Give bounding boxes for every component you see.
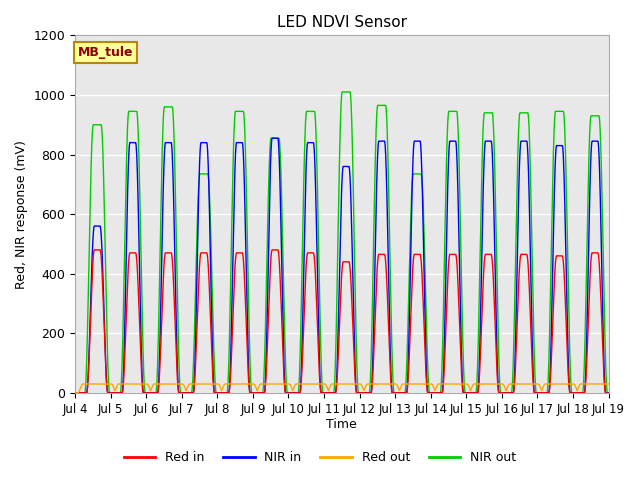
- Legend: Red in, NIR in, Red out, NIR out: Red in, NIR in, Red out, NIR out: [119, 446, 521, 469]
- Y-axis label: Red, NIR response (mV): Red, NIR response (mV): [15, 140, 28, 288]
- Title: LED NDVI Sensor: LED NDVI Sensor: [277, 15, 407, 30]
- Text: MB_tule: MB_tule: [78, 46, 133, 59]
- X-axis label: Time: Time: [326, 419, 357, 432]
